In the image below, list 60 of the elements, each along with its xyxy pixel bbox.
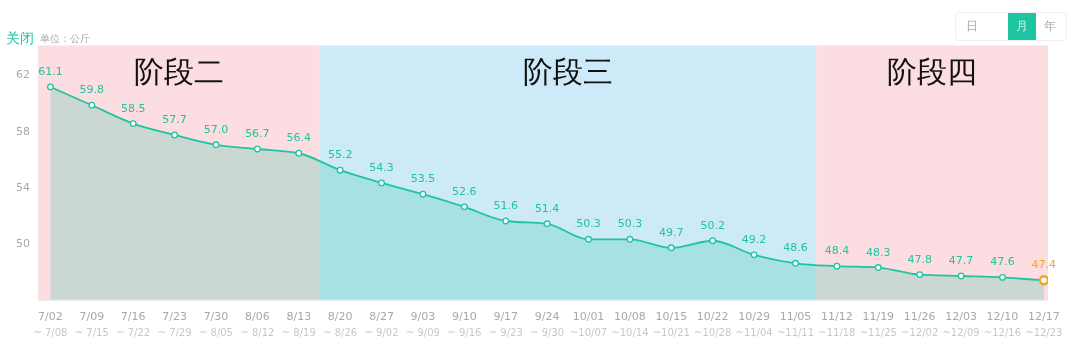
y-tick-label: 50 [16, 237, 30, 251]
data-label: 59.8 [79, 83, 105, 97]
data-label: 47.8 [907, 252, 932, 266]
data-label: 47.7 [948, 254, 974, 268]
data-label: 50.3 [617, 217, 643, 231]
x-tick-label: 10/01 ~10/07 [569, 310, 608, 338]
x-tick-label: 10/22 ~10/28 [694, 310, 732, 338]
data-label: 54.3 [369, 160, 394, 174]
x-tick-label: 7/16 ~ 7/22 [116, 310, 151, 338]
data-label: 52.6 [452, 184, 477, 198]
x-tick-label: 9/03 ~ 9/09 [405, 310, 440, 338]
data-label: 51.4 [534, 201, 560, 215]
data-label: 48.6 [783, 241, 808, 255]
x-tick-label: 12/17 ~12/23 [1025, 310, 1063, 338]
data-label: 57.7 [162, 112, 187, 126]
x-tick-label: 8/13 ~ 8/19 [281, 310, 316, 338]
data-label: 58.5 [120, 101, 146, 115]
data-label: 50.2 [700, 218, 725, 232]
data-label: 47.6 [990, 255, 1015, 269]
data-label: 49.2 [741, 232, 767, 246]
data-label: 48.4 [824, 244, 850, 258]
x-tick-label: 11/26 ~12/02 [901, 310, 939, 338]
data-label: 56.7 [245, 127, 270, 141]
x-tick-label: 9/17 ~ 9/23 [488, 310, 523, 338]
x-tick-label: 11/12 ~11/18 [818, 310, 856, 338]
x-tick-label: 8/06 ~ 8/12 [240, 310, 275, 338]
band-label: 阶段四 [887, 54, 978, 89]
data-label: 56.4 [286, 131, 312, 145]
data-label: 47.4 [1031, 258, 1057, 272]
toggle-group: 日 月 年 [955, 12, 1067, 41]
x-tick-label: 7/09 ~ 7/15 [74, 310, 109, 338]
data-label: 48.3 [866, 245, 891, 259]
band-label: 阶段三 [522, 54, 613, 89]
x-tick-label: 12/03 ~12/09 [942, 310, 980, 338]
x-tick-label: 8/27 ~ 9/02 [364, 310, 399, 338]
data-label: 57.0 [203, 122, 229, 136]
x-tick-label: 9/24 ~ 9/30 [530, 310, 565, 338]
data-label: 55.2 [327, 148, 353, 162]
data-label: 51.6 [493, 198, 518, 212]
data-label: 61.1 [38, 64, 63, 78]
y-tick-label: 62 [16, 68, 30, 82]
x-tick-label: 7/02 ~ 7/08 [33, 310, 68, 338]
x-tick-label: 10/29 ~11/04 [735, 310, 773, 338]
band-label: 阶段二 [133, 54, 224, 89]
x-tick-label: 7/30 ~ 8/05 [198, 310, 233, 338]
x-tick-label: 9/10 ~ 9/16 [447, 310, 482, 338]
data-label: 49.7 [659, 225, 684, 239]
x-tick-label: 10/15 ~10/21 [652, 310, 690, 338]
y-tick-label: 54 [16, 181, 30, 195]
x-tick-label: 12/10 ~12/16 [983, 310, 1022, 338]
x-tick-label: 11/19 ~11/25 [859, 310, 897, 338]
text: 关闭 [6, 30, 34, 48]
data-label: 53.5 [410, 172, 436, 186]
y-tick-label: 58 [16, 124, 30, 138]
x-tick-label: 7/23 ~ 7/29 [157, 310, 192, 338]
x-tick-label: 11/05 ~11/11 [776, 310, 815, 338]
y-axis-title: 单位：公斤 [40, 32, 90, 46]
x-tick-label: 10/08 ~10/14 [611, 310, 649, 338]
x-tick-label: 8/20 ~ 8/26 [323, 310, 358, 338]
data-label: 50.3 [576, 217, 601, 231]
